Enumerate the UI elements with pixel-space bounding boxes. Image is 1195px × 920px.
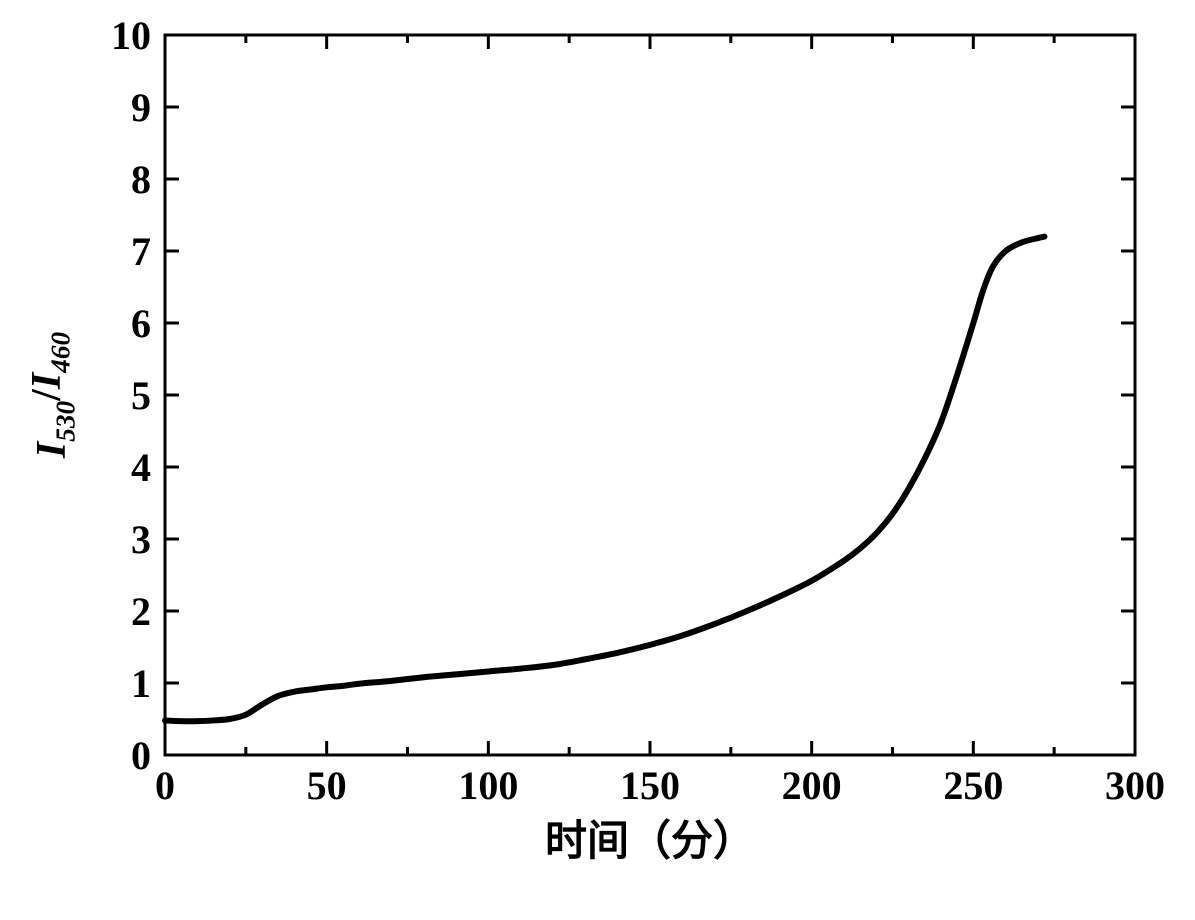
y-tick-label: 2 (131, 589, 151, 634)
chart-container: 0 50 100 150 200 250 300 0 1 2 3 4 5 6 7 8 9 10 时间（分） I530/… (0, 0, 1195, 915)
y-tick-label: 8 (131, 157, 151, 202)
y-tick-label: 10 (111, 13, 151, 58)
y-axis-label: I530/I460 (24, 332, 81, 460)
y-tick-label: 6 (131, 301, 151, 346)
x-tick-label: 100 (458, 763, 518, 808)
y-tick-label: 4 (131, 445, 151, 490)
y-tick-label: 5 (131, 373, 151, 418)
x-tick-label: 0 (155, 763, 175, 808)
x-tick-label: 250 (943, 763, 1003, 808)
x-axis-label: 时间（分） (545, 818, 755, 865)
y-tick-label: 9 (131, 85, 151, 130)
y-axis-label-group: I530/I460 (24, 332, 81, 460)
y-tick-label: 3 (131, 517, 151, 562)
x-tick-label: 200 (782, 763, 842, 808)
x-tick-label: 300 (1105, 763, 1165, 808)
x-tick-label: 150 (620, 763, 680, 808)
y-tick-label: 1 (131, 661, 151, 706)
x-tick-label: 50 (307, 763, 347, 808)
y-tick-label: 0 (131, 733, 151, 778)
chart-svg: 0 50 100 150 200 250 300 0 1 2 3 4 5 6 7 8 9 10 时间（分） I530/… (0, 0, 1195, 915)
data-line (165, 237, 1044, 722)
y-tick-label: 7 (131, 229, 151, 274)
